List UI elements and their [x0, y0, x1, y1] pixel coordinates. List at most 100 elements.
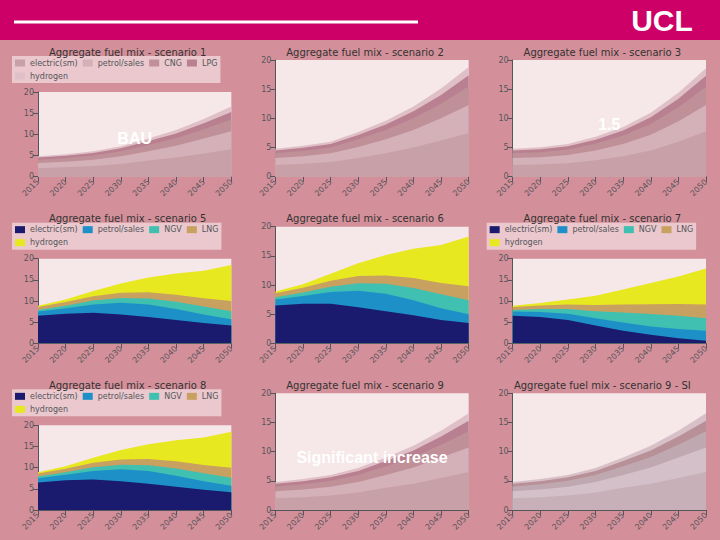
svg-text:2045: 2045 — [186, 344, 207, 365]
svg-text:2030: 2030 — [103, 511, 124, 532]
svg-text:2040: 2040 — [633, 344, 654, 365]
svg-text:10: 10 — [261, 114, 271, 123]
svg-text:2030: 2030 — [578, 344, 599, 365]
svg-text:2035: 2035 — [368, 177, 389, 198]
svg-text:2045: 2045 — [186, 177, 207, 198]
svg-text:Aggregate fuel mix - scenario: Aggregate fuel mix - scenario 1 — [49, 47, 207, 58]
svg-text:10: 10 — [261, 447, 271, 456]
svg-text:2050: 2050 — [451, 177, 472, 198]
svg-text:10: 10 — [498, 114, 508, 123]
svg-text:2020: 2020 — [48, 344, 69, 365]
svg-text:20: 20 — [24, 254, 34, 263]
svg-text:2015: 2015 — [20, 344, 41, 365]
svg-text:Aggregate fuel mix - scenario: Aggregate fuel mix - scenario 8 — [49, 380, 207, 391]
svg-text:2040: 2040 — [396, 177, 417, 198]
svg-text:hydrogen: hydrogen — [505, 238, 543, 247]
svg-text:15: 15 — [498, 85, 508, 94]
svg-text:2030: 2030 — [341, 344, 362, 365]
svg-text:UCL: UCL — [631, 4, 693, 37]
svg-text:2020: 2020 — [523, 177, 544, 198]
svg-text:5: 5 — [266, 310, 271, 319]
svg-text:2045: 2045 — [423, 344, 444, 365]
svg-text:15: 15 — [24, 442, 34, 451]
svg-text:NGV: NGV — [164, 392, 182, 401]
svg-text:2045: 2045 — [186, 511, 207, 532]
svg-text:2035: 2035 — [606, 511, 627, 532]
svg-text:2035: 2035 — [131, 344, 152, 365]
svg-text:2035: 2035 — [606, 177, 627, 198]
svg-text:5: 5 — [29, 151, 34, 160]
svg-text:2050: 2050 — [214, 177, 235, 198]
svg-text:2025: 2025 — [76, 177, 97, 198]
svg-text:hydrogen: hydrogen — [30, 72, 68, 81]
svg-text:1.5: 1.5 — [598, 116, 620, 133]
svg-text:20: 20 — [261, 56, 271, 65]
svg-text:2040: 2040 — [633, 511, 654, 532]
svg-text:2050: 2050 — [688, 177, 709, 198]
svg-text:5: 5 — [504, 476, 509, 485]
svg-text:2015: 2015 — [258, 511, 279, 532]
svg-text:2030: 2030 — [341, 177, 362, 198]
svg-text:2050: 2050 — [451, 511, 472, 532]
svg-text:2040: 2040 — [159, 511, 180, 532]
svg-text:hydrogen: hydrogen — [30, 405, 68, 414]
svg-text:LNG: LNG — [202, 225, 219, 234]
svg-text:2045: 2045 — [423, 511, 444, 532]
svg-text:Aggregate fuel mix - scenario: Aggregate fuel mix - scenario 5 — [49, 213, 207, 224]
svg-text:2035: 2035 — [368, 511, 389, 532]
svg-text:CNG: CNG — [164, 59, 182, 68]
svg-text:2050: 2050 — [688, 344, 709, 365]
svg-text:petrol/sales: petrol/sales — [98, 392, 144, 401]
svg-text:20: 20 — [498, 389, 508, 398]
svg-text:10: 10 — [498, 447, 508, 456]
svg-text:2040: 2040 — [396, 344, 417, 365]
svg-text:2045: 2045 — [423, 177, 444, 198]
svg-text:2030: 2030 — [103, 177, 124, 198]
svg-text:20: 20 — [261, 389, 271, 398]
svg-text:Aggregate fuel mix - scenario: Aggregate fuel mix - scenario 2 — [286, 47, 444, 58]
svg-text:2035: 2035 — [131, 177, 152, 198]
svg-text:BAU: BAU — [117, 130, 152, 147]
svg-text:2030: 2030 — [578, 511, 599, 532]
svg-text:2045: 2045 — [661, 344, 682, 365]
svg-text:2040: 2040 — [633, 177, 654, 198]
svg-text:2050: 2050 — [451, 344, 472, 365]
svg-text:2020: 2020 — [48, 177, 69, 198]
svg-text:5: 5 — [29, 318, 34, 327]
svg-text:Aggregate fuel mix - scenario: Aggregate fuel mix - scenario 7 — [524, 213, 682, 224]
svg-text:10: 10 — [24, 463, 34, 472]
svg-text:2020: 2020 — [48, 511, 69, 532]
svg-text:15: 15 — [24, 109, 34, 118]
svg-text:LNG: LNG — [202, 392, 219, 401]
svg-text:10: 10 — [261, 281, 271, 290]
svg-text:20: 20 — [24, 421, 34, 430]
svg-text:5: 5 — [266, 476, 271, 485]
svg-text:LPG: LPG — [202, 59, 217, 68]
svg-text:hydrogen: hydrogen — [30, 238, 68, 247]
svg-text:electric(sm): electric(sm) — [30, 59, 78, 68]
svg-text:2040: 2040 — [396, 511, 417, 532]
svg-text:5: 5 — [504, 318, 509, 327]
svg-text:20: 20 — [498, 254, 508, 263]
svg-text:2025: 2025 — [550, 177, 571, 198]
svg-text:Significant increase: Significant increase — [296, 449, 447, 466]
svg-text:2020: 2020 — [285, 177, 306, 198]
svg-text:20: 20 — [24, 88, 34, 97]
svg-text:2035: 2035 — [368, 344, 389, 365]
svg-text:15: 15 — [498, 275, 508, 284]
svg-text:5: 5 — [504, 143, 509, 152]
svg-text:20: 20 — [498, 56, 508, 65]
svg-text:2025: 2025 — [313, 511, 334, 532]
svg-text:Aggregate fuel mix - scenario: Aggregate fuel mix - scenario 9 - SI — [514, 380, 691, 391]
svg-text:2015: 2015 — [495, 511, 516, 532]
svg-text:15: 15 — [261, 418, 271, 427]
svg-text:NGV: NGV — [164, 225, 182, 234]
svg-text:2025: 2025 — [313, 344, 334, 365]
svg-text:2035: 2035 — [131, 511, 152, 532]
svg-text:2050: 2050 — [214, 344, 235, 365]
svg-text:5: 5 — [266, 143, 271, 152]
svg-text:electric(sm): electric(sm) — [30, 225, 78, 234]
svg-text:2015: 2015 — [258, 177, 279, 198]
svg-text:2050: 2050 — [214, 511, 235, 532]
svg-text:5: 5 — [29, 484, 34, 493]
